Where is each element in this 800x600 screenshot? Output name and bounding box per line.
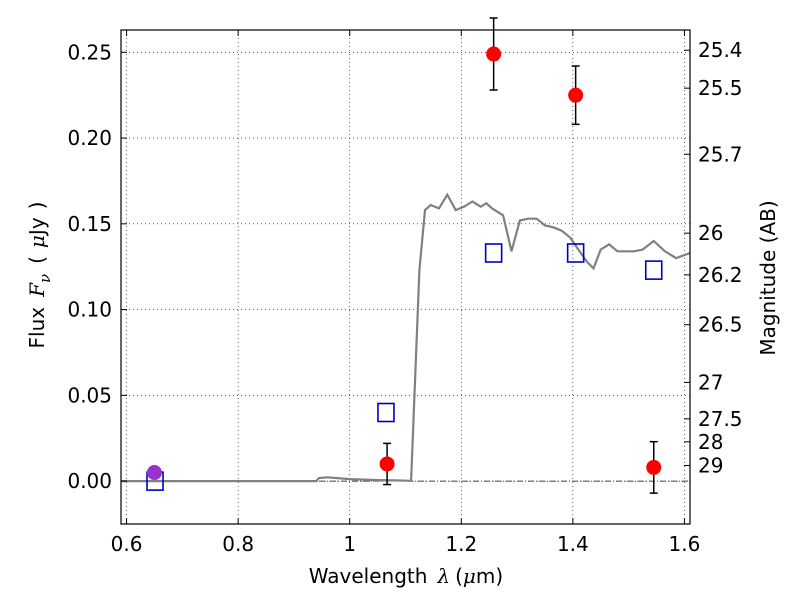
observed-point <box>646 459 662 475</box>
model-spectrum-line <box>121 192 691 483</box>
x-tick-label: 1.6 <box>669 532 701 556</box>
observed-points <box>146 17 662 494</box>
x-axis-label: Wavelength λ (μm) <box>309 564 503 588</box>
x-tick-label: 0.6 <box>111 532 143 556</box>
y-tick-label: 0.00 <box>67 469 112 493</box>
right-axis-tick-label: 25.7 <box>698 142 743 166</box>
ticks: 0.6 0.8 1 1.2 1.4 1.6 0.00 0.05 0.10 0.15 0.20 0.25… <box>67 30 743 556</box>
observed-point <box>379 456 395 472</box>
right-axis-tick-label: 26.5 <box>698 313 743 337</box>
y-axis-label-unit-rest: Jy <box>25 217 49 237</box>
observed-point <box>486 46 502 62</box>
model-band-marker <box>566 243 585 263</box>
x-tick-label: 1.2 <box>445 532 477 556</box>
model-band-marker <box>484 243 503 263</box>
x-tick-label: 1.4 <box>557 532 589 556</box>
observed-point <box>568 87 584 103</box>
y-tick-label: 0.05 <box>67 383 112 407</box>
y-axis-label-unit-mu: μ <box>25 235 49 248</box>
right-axis-label: Magnitude (AB) <box>756 200 780 355</box>
x-axis-label-unit-open: ( <box>455 564 463 588</box>
x-axis-label-text: Wavelength <box>309 564 428 588</box>
y-axis-label-unit-close: ) <box>25 202 49 210</box>
model-band-marker <box>377 402 395 423</box>
plot-frame <box>120 29 691 525</box>
right-axis-tick-label: 29 <box>698 453 723 477</box>
x-tick-label: 0.8 <box>222 532 254 556</box>
right-axis-tick-label: 28 <box>698 430 723 454</box>
right-axis-tick-label: 27 <box>698 370 723 394</box>
right-axis-tick-label: 27.5 <box>698 407 743 431</box>
y-axis-label: Flux Fν ( μJy) <box>25 202 54 349</box>
y-tick-label: 0.15 <box>67 212 112 236</box>
x-axis-label-unit-rest: m) <box>476 564 503 588</box>
y-axis-label-text: Flux <box>25 307 49 349</box>
y-axis-label-symbol: F <box>25 282 49 298</box>
observed-point <box>146 465 162 481</box>
y-tick-label: 0.25 <box>67 40 112 64</box>
right-axis-tick-label: 26 <box>698 221 723 245</box>
y-tick-label: 0.20 <box>67 126 112 150</box>
y-axis-label-unit-open: ( <box>25 256 49 264</box>
y-axis-label-subscript: ν <box>36 274 54 283</box>
x-axis-label-unit-mu: μ <box>463 564 476 588</box>
right-axis-tick-label: 25.5 <box>698 76 743 100</box>
right-axis-tick-label: 26.2 <box>698 263 743 287</box>
x-tick-label: 1 <box>343 532 356 556</box>
model-band-marker <box>644 260 663 280</box>
x-axis-label-symbol: λ <box>436 564 450 588</box>
y-tick-label: 0.10 <box>67 298 112 322</box>
model-spectrum <box>121 192 691 483</box>
right-axis-tick-label: 25.4 <box>698 38 743 62</box>
